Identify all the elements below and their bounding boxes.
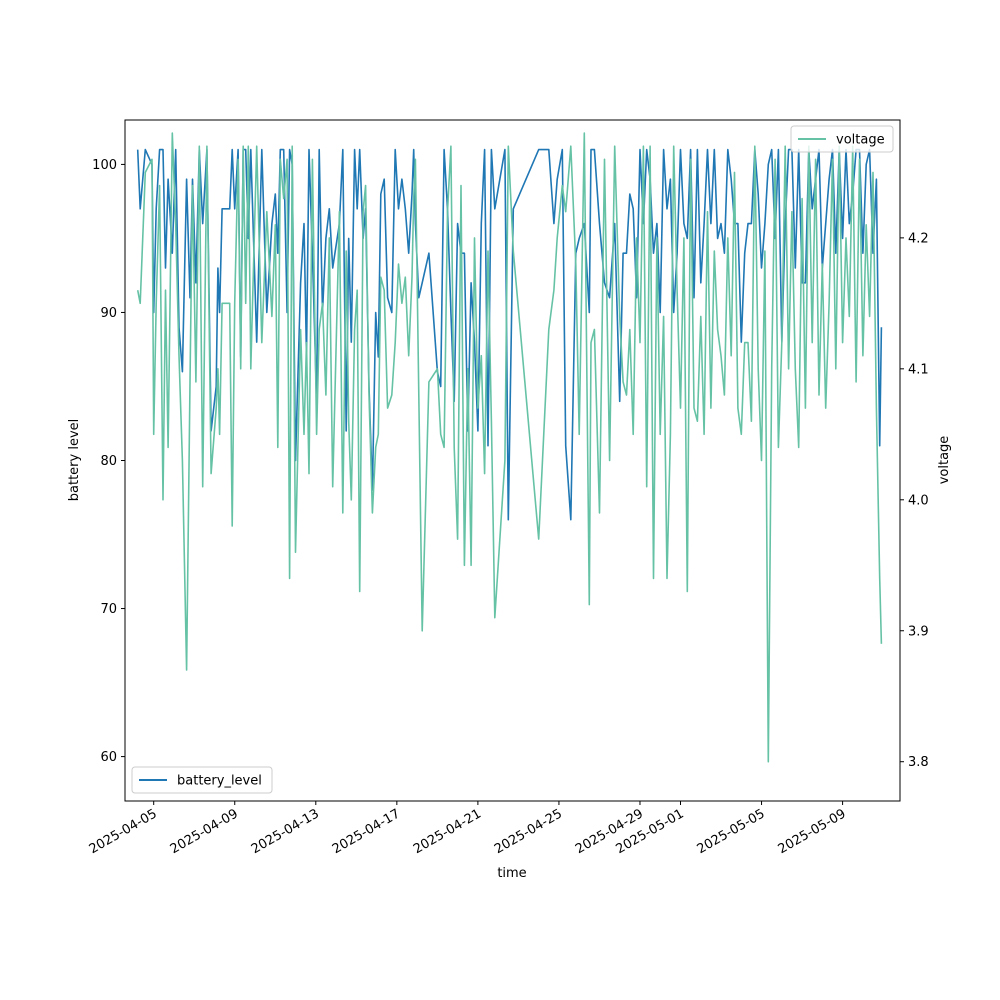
y-left-tick-label: 90	[100, 306, 117, 321]
y-left-tick-label: 100	[92, 158, 117, 173]
y-right-tick-label: 4.0	[908, 493, 929, 508]
y-right-tick-label: 4.2	[908, 231, 929, 246]
legend-label-battery-level: battery_level	[177, 774, 262, 789]
y-right-tick-label: 3.8	[908, 755, 929, 770]
y-right-tick-label: 3.9	[908, 624, 929, 639]
legend-battery-level: battery_level	[131, 766, 273, 794]
legend-box	[790, 125, 894, 153]
y-left-tick-label: 80	[100, 454, 117, 469]
legend-box	[131, 766, 273, 794]
y-left-tick-label: 60	[100, 750, 117, 765]
legend-voltage: voltage	[790, 125, 894, 153]
y-axis-right: 3.8 3.9 4.0 4.1 4.2	[900, 231, 929, 770]
legend-label-voltage: voltage	[836, 133, 885, 148]
y-axis-right-label: voltage	[937, 436, 952, 485]
series-layer	[136, 132, 883, 763]
y-axis-left-label: battery level	[67, 419, 82, 502]
series-line-voltage	[136, 132, 883, 763]
series-line-battery-level	[136, 148, 883, 521]
y-axis-left: 60 70 80 90 100	[92, 158, 125, 765]
y-left-tick-label: 70	[100, 602, 117, 617]
x-axis-label: time	[497, 866, 526, 881]
y-right-tick-label: 4.1	[908, 362, 929, 377]
